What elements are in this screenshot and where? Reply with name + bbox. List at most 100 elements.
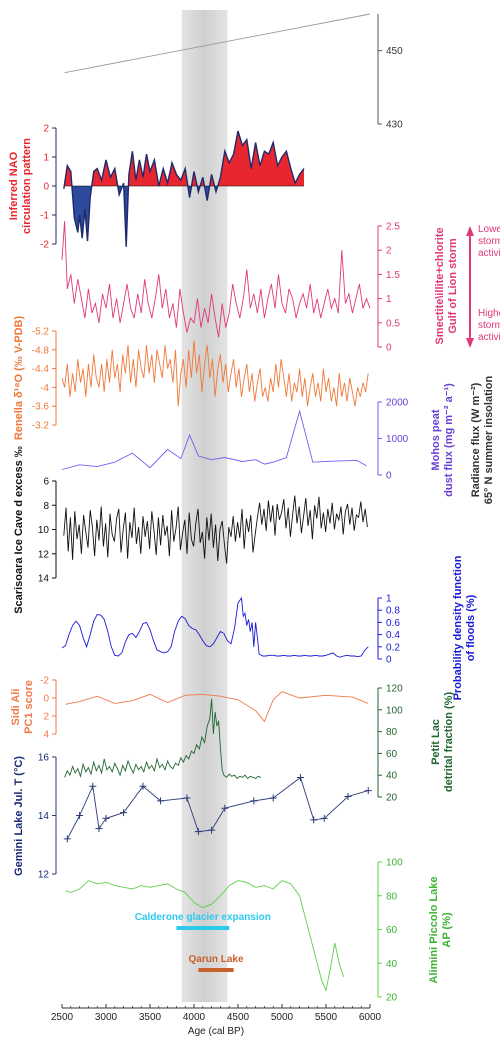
y-tick-label-gemini-1: 14: [38, 811, 50, 822]
y-tick-label-alimini-1: 80: [386, 891, 398, 902]
y-tick-label-smectite-4: 0.5: [386, 318, 400, 329]
storm-annotation-top-0: Lower: [478, 224, 500, 235]
panel-petit_lac: 120 100 80 60 40 20 Petit Lacdetrital fraction…: [64, 684, 455, 804]
y-axis-label-mohos: Mohos peatdust flux (mg m⁻² a⁻¹): [430, 383, 455, 497]
y-axis-label-line: Smectite\illite+chlorite: [434, 227, 446, 344]
y-axis-label-renella: Renella δ¹⁸O (‰ V-PDB): [13, 316, 25, 441]
y-axis-label-line: Probability density function: [452, 555, 464, 700]
y-tick-label-insolation-0: 450: [386, 46, 403, 57]
y-tick-label-renella-4: -3.6: [32, 402, 50, 413]
series-line-nao: [63, 130, 305, 247]
gemini-point-16: [320, 814, 328, 822]
y-tick-label-scarisoara-0: 6: [43, 477, 49, 488]
panel-alimini: 100 80 60 40 20 Alimini Piccolo LakeAP (%) Cal…: [65, 858, 453, 1004]
y-tick-label-smectite-3: 1: [386, 294, 392, 305]
y-tick-label-mohos-0: 2000: [386, 398, 409, 409]
y-tick-label-renella-2: -4.4: [32, 364, 50, 375]
y-tick-label-renella-0: -5.2: [32, 327, 50, 338]
y-tick-label-sidi_ali-1: 0: [43, 694, 49, 705]
panels-layer: 450 430 Radiance flux (W m⁻²)65° N summer …: [8, 13, 500, 1004]
event-bar-1: [198, 968, 234, 972]
storm-annotation-bottom-2: activity: [478, 332, 500, 343]
storm-arrow-up: [466, 226, 474, 236]
y-tick-label-nao-3: -1: [40, 211, 49, 222]
y-axis-label-line: Inferred NAO: [8, 151, 20, 220]
y-tick-label-petit_lac-0: 120: [386, 684, 403, 695]
y-tick-label-mohos-1: 1000: [386, 434, 409, 445]
y-tick-label-smectite-5: 0: [386, 343, 392, 354]
nao-negative-area: [63, 186, 304, 247]
event-bar-0: [176, 926, 230, 930]
gemini-point-10: [208, 826, 216, 834]
panel-scarisoara: 6 8 10 12 14 Scarisoara Ice Cave d excess ‰: [13, 446, 368, 614]
series-line-scarisoara: [63, 495, 368, 564]
series-line-sidi_ali: [65, 691, 369, 723]
y-axis-label-gemini: Gemini Lake Jul. T (°C): [13, 756, 25, 876]
y-tick-label-smectite-0: 2.5: [386, 222, 400, 233]
gemini-point-3: [95, 825, 103, 833]
storm-annotation-bottom-1: storm: [478, 320, 500, 331]
y-axis-label-line: Petit Lac: [430, 719, 442, 765]
storm-arrow-down: [466, 338, 474, 348]
y-tick-label-renella-3: -4: [40, 383, 49, 394]
y-tick-label-gemini-0: 16: [38, 753, 50, 764]
series-line-insolation: [64, 13, 371, 74]
x-tick-label-6: 5500: [315, 1012, 338, 1023]
panel-sidi_ali: -2 0 2 4 Sidi AliPC1 score: [10, 676, 369, 741]
series-line-smectite: [61, 221, 371, 338]
x-tick-label-2: 3500: [139, 1012, 162, 1023]
y-tick-label-mohos-2: 0: [386, 471, 392, 482]
y-tick-label-floods-4: 0.2: [386, 642, 400, 653]
panel-floods: 10.80.60.40.2 0 Probability density functi…: [61, 555, 477, 700]
y-tick-label-nao-1: 1: [43, 153, 49, 164]
gemini-point-17: [344, 792, 352, 800]
panel-smectite: 2.5 2 1.5 1 0.5 0 Smectite\illite+chloriteGulf…: [61, 221, 500, 354]
x-axis-label: Age (cal BP): [188, 1026, 244, 1037]
y-axis-label-line: Renella δ¹⁸O (‰ V-PDB): [13, 316, 25, 441]
y-tick-label-nao-2: 0: [43, 182, 49, 193]
y-tick-label-floods-0: 1: [386, 594, 392, 605]
y-tick-label-insolation-1: 430: [386, 120, 403, 131]
y-axis-label-line: Gulf of Lion storm: [447, 238, 459, 334]
y-axis-label-alimini: Alimini Piccolo LakeAP (%): [428, 877, 453, 984]
event-label-0: Calderone glacier expansion: [135, 912, 271, 923]
y-tick-label-scarisoara-1: 8: [43, 501, 49, 512]
y-axis-label-line: 65° N summer insolation: [483, 375, 495, 504]
y-axis-label-line: dust flux (mg m⁻² a⁻¹): [443, 383, 455, 497]
gemini-point-6: [139, 782, 147, 790]
y-tick-label-alimini-4: 20: [386, 993, 398, 1004]
series-line-floods: [61, 596, 369, 658]
gemini-point-9: [194, 828, 202, 836]
y-tick-label-petit_lac-2: 80: [386, 727, 398, 738]
y-tick-label-sidi_ali-3: 4: [43, 730, 49, 741]
x-tick-label-4: 4500: [227, 1012, 250, 1023]
y-axis-label-sidi_ali: Sidi AliPC1 score: [10, 680, 35, 734]
y-tick-label-floods-2: 0.6: [386, 618, 400, 629]
panel-mohos: 2000 1000 0 Mohos peatdust flux (mg m⁻² a⁻¹…: [61, 383, 455, 497]
y-tick-label-gemini-2: 12: [38, 870, 50, 881]
y-tick-label-sidi_ali-2: 2: [43, 712, 49, 723]
series-line-petit_lac: [64, 698, 262, 780]
y-tick-label-alimini-0: 100: [386, 858, 403, 869]
series-line-alimini: [65, 880, 345, 992]
x-tick-label-5: 5000: [271, 1012, 294, 1023]
y-axis-label-line: circulation pattern: [21, 138, 33, 234]
x-tick-label-3: 4000: [183, 1012, 206, 1023]
y-tick-label-smectite-2: 1.5: [386, 270, 400, 281]
y-axis-label-line: PC1 score: [23, 680, 35, 734]
series-line-mohos: [61, 409, 367, 470]
panel-insolation: 450 430 Radiance flux (W m⁻²)65° N summer …: [64, 13, 495, 504]
y-axis-label-line: detrital fraction (%): [443, 692, 455, 793]
gemini-point-1: [76, 812, 84, 819]
nao-positive-area: [63, 130, 304, 186]
gemini-point-13: [269, 794, 277, 802]
y-tick-label-floods-5: 0: [386, 655, 392, 666]
y-axis-label-floods: Probability density functionof floods (%…: [452, 555, 477, 700]
y-tick-label-alimini-2: 60: [386, 925, 398, 936]
y-tick-label-scarisoara-4: 14: [38, 574, 50, 585]
y-tick-label-petit_lac-3: 60: [386, 749, 398, 760]
y-axis-label-line: of floods (%): [465, 594, 477, 661]
y-tick-label-scarisoara-3: 12: [38, 549, 50, 560]
y-tick-label-floods-1: 0.8: [386, 606, 400, 617]
